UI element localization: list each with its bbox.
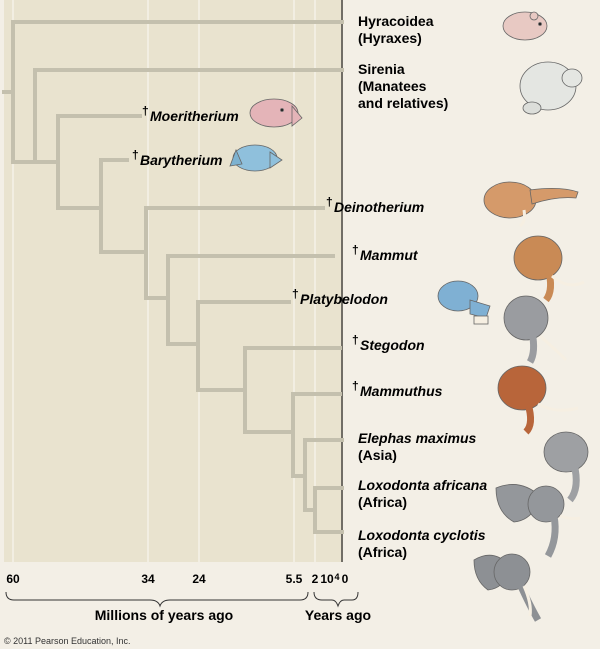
extinct-dagger-icon: † [352,243,359,257]
asian-elephant-head-icon [543,431,589,503]
tick-label-0: 0 [342,572,349,586]
tick-label-34: 34 [141,572,155,586]
taxon-name-line: Deinotherium [334,199,424,215]
extinct-dagger-icon: † [352,379,359,393]
tick-label-60: 60 [6,572,20,586]
taxon-name-line: Barytherium [140,152,222,168]
time-axis: 60 34 24 5.5 2 10 4 0 Millions of years … [5,572,371,623]
taxon-name-line: Moeritherium [150,108,239,124]
taxon-name-line: Platybelodon [300,291,388,307]
deinotherium-head-icon [483,181,579,228]
taxon-label-moeritherium: † Moeritherium [142,104,239,124]
extinct-dagger-icon: † [132,148,139,162]
tick-label-5-5: 5.5 [286,572,303,586]
taxon-name-line: (Asia) [358,447,397,463]
taxon-name-line: Loxodonta africana [358,477,487,493]
taxon-name-line: Mammut [360,247,419,263]
taxon-name-line: Loxodonta cyclotis [358,527,486,543]
extinct-dagger-icon: † [326,195,333,209]
taxon-label-elephas: Elephas maximus(Asia) [358,430,476,463]
taxon-label-loxodonta-africana: Loxodonta africana(Africa) [358,477,487,510]
tree-branches [2,20,344,534]
taxon-name-line: Elephas maximus [358,430,476,446]
taxon-name-line: and relatives) [358,95,448,111]
taxon-label-stegodon: † Stegodon [352,333,425,353]
taxon-name-line: (Manatees [358,78,427,94]
millions-caption: Millions of years ago [95,607,233,623]
stegodon-head-icon [503,295,568,364]
taxon-label-deinotherium: † Deinotherium [326,195,424,215]
taxon-name-line: Stegodon [360,337,425,353]
taxon-name-line: (Africa) [358,544,407,560]
extinct-dagger-icon: † [142,104,149,118]
copyright-notice: © 2011 Pearson Education, Inc. [4,636,131,646]
tick-label-4: 4 [334,572,339,582]
taxon-name-line: Mammuthus [360,383,443,399]
taxon-label-mammuthus: † Mammuthus [352,379,443,399]
extinct-dagger-icon: † [292,287,299,301]
taxon-label-platybelodon: † Platybelodon [292,287,388,307]
tick-label-10: 10 [320,572,334,586]
years-caption: Years ago [305,607,371,623]
extinct-dagger-icon: † [352,333,359,347]
tick-label-2: 2 [312,572,319,586]
taxon-label-loxodonta-cyclotis: Loxodonta cyclotis(Africa) [358,527,486,560]
taxon-label-mammut: † Mammut [352,243,419,263]
animal-illustrations [229,11,589,622]
hyrax-head-icon [502,11,548,41]
time-panel [4,0,343,562]
manatee-head-icon [519,61,583,115]
taxon-name-line: Hyracoidea [358,13,434,29]
barytherium-head-icon [229,144,283,172]
millions-brace [5,591,309,608]
taxon-label-barytherium: † Barytherium [132,148,222,168]
tick-label-24: 24 [192,572,206,586]
taxon-name-line: (Hyraxes) [358,30,422,46]
moeritherium-head-icon [249,98,303,128]
forest-elephant-head-icon [473,553,542,622]
mammut-head-icon [513,235,585,303]
taxon-label-hyracoidea: Hyracoidea(Hyraxes) [358,13,434,46]
taxon-name-line: (Africa) [358,494,407,510]
mammuthus-head-icon [497,365,579,435]
platybelodon-head-icon [437,280,491,325]
african-elephant-head-icon [495,484,581,558]
taxon-name-line: Sirenia [358,61,405,77]
years-brace [313,591,359,608]
